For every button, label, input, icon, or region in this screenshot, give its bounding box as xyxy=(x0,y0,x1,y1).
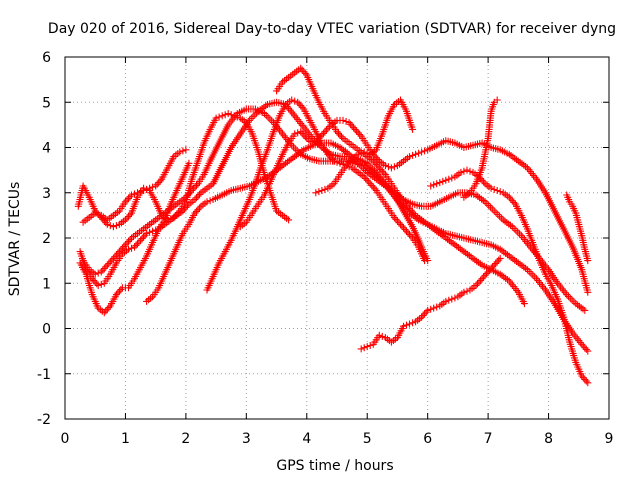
data-point-markers xyxy=(273,64,592,355)
x-tick-label: 1 xyxy=(121,431,130,447)
data-point-markers xyxy=(563,191,592,265)
y-tick-label: -1 xyxy=(37,367,51,383)
y-tick-label: 6 xyxy=(42,50,51,66)
data-point-markers xyxy=(203,96,429,294)
series-arc-5 xyxy=(79,146,190,226)
y-tick-label: 5 xyxy=(42,95,51,111)
series-arc-12 xyxy=(427,166,592,387)
x-tick-label: 6 xyxy=(423,431,432,447)
x-tick-label: 0 xyxy=(61,431,70,447)
y-tick-label: 0 xyxy=(42,322,51,338)
data-point-markers xyxy=(236,116,592,296)
data-point-markers xyxy=(460,96,501,201)
data-point-markers xyxy=(312,96,417,197)
grid-lines xyxy=(65,57,609,419)
plot-frame xyxy=(64,56,610,420)
series-arc-11 xyxy=(312,96,417,197)
series-arc-7 xyxy=(203,96,429,294)
x-tick-label: 2 xyxy=(181,431,190,447)
y-tick-label: 4 xyxy=(42,141,51,157)
series-arc-9 xyxy=(357,254,504,353)
series-arc-10 xyxy=(273,64,592,355)
axis-ticks: 0 1 2 3 4 5 6 7 8 9 -2 -1 0 1 2 3 4 5 6 xyxy=(37,50,613,447)
series-arc-4 xyxy=(143,139,589,314)
x-tick-label: 9 xyxy=(605,431,614,447)
y-tick-label: 1 xyxy=(42,276,51,292)
x-tick-label: 4 xyxy=(302,431,311,447)
series-arc-14 xyxy=(563,191,592,265)
x-tick-label: 5 xyxy=(363,431,372,447)
x-axis-label: GPS time / hours xyxy=(276,458,393,474)
data-point-markers xyxy=(79,146,190,226)
data-point-markers xyxy=(76,159,193,317)
data-point-markers xyxy=(357,254,504,353)
series-arc-8 xyxy=(236,116,592,296)
y-axis-label: SDTVAR / TECUs xyxy=(7,182,23,297)
chart-title: Day 020 of 2016, Sidereal Day-to-day VTE… xyxy=(48,21,616,37)
y-tick-label: 2 xyxy=(42,231,51,247)
data-point-markers xyxy=(427,166,592,387)
x-tick-label: 7 xyxy=(484,431,493,447)
data-point-markers xyxy=(143,139,589,314)
series-arc-6 xyxy=(76,159,193,317)
x-tick-label: 3 xyxy=(242,431,251,447)
x-tick-label: 8 xyxy=(544,431,553,447)
series-arc-13 xyxy=(460,96,501,201)
plot-area xyxy=(74,64,592,387)
y-tick-label: 3 xyxy=(42,186,51,202)
y-tick-label: -2 xyxy=(37,412,51,428)
